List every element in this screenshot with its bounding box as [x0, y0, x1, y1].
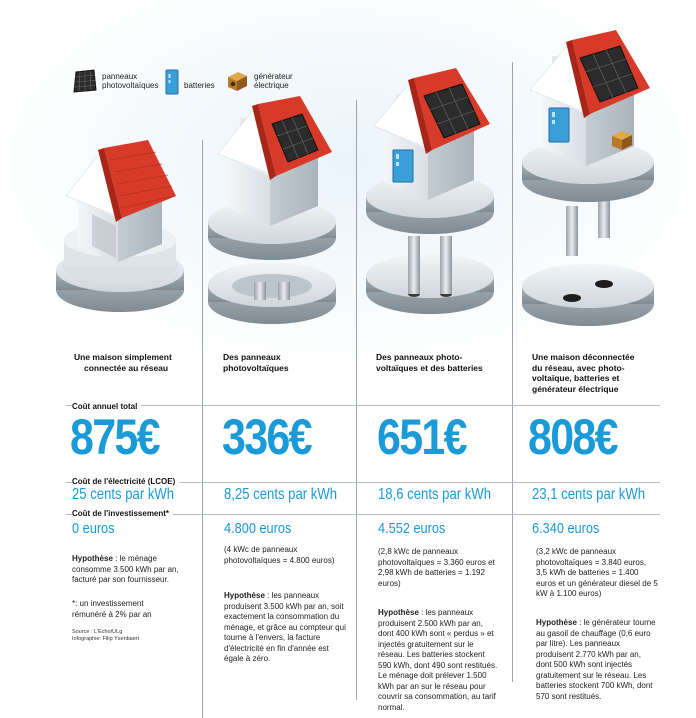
- hypothesis-label: Hypothèse: [536, 618, 577, 627]
- hypothesis-col1: Hypothèse : le ménage consomme 3.500 kWh…: [72, 554, 190, 586]
- caption-col4: Une maison déconnectée du réseau, avec p…: [532, 352, 662, 394]
- house-solar-batteries: [366, 68, 494, 314]
- detail-col2: (4 kWc de panneaux photovoltaïques = 4.8…: [224, 545, 335, 565]
- caption-line: Des panneaux photo-: [376, 352, 463, 362]
- detail-col3: (2,8 kWc de panneaux photovoltaïques = 3…: [378, 547, 495, 588]
- legend-label-line2: photovoltaïques: [102, 81, 159, 90]
- lcoe-col2: 8,25 cents par kWh: [224, 486, 338, 503]
- price-col2: 336€: [222, 409, 313, 465]
- investment-col2: 4.800 euros: [224, 520, 292, 537]
- column-divider: [512, 62, 513, 682]
- investment-col1: 0 euros: [72, 520, 115, 537]
- hypothesis-text: : les panneaux produisent 2.500 kWh par …: [378, 608, 498, 712]
- generator-icon: [228, 72, 247, 91]
- lcoe-col1: 25 cents par kWh: [72, 486, 175, 503]
- footnote: *: un investissement rémunéré à 2% par a…: [72, 599, 152, 619]
- legend-item-generator: générateur électrique: [224, 68, 293, 94]
- caption-line: Des panneaux: [223, 352, 281, 362]
- legend-label-line1: batteries: [184, 80, 215, 90]
- hypothesis-label: Hypothèse: [378, 608, 419, 617]
- house-illustrations: [56, 30, 654, 326]
- price-col4: 808€: [528, 409, 619, 465]
- investment-col4: 6.340 euros: [532, 520, 600, 537]
- legend-label-line1: panneaux: [102, 72, 138, 81]
- legend-item-batteries: batteries: [164, 68, 215, 96]
- hypothesis-text: : le ménage consomme 3.500 kWh par an, f…: [72, 554, 179, 584]
- caption-line: connectée au réseau: [84, 362, 169, 373]
- rule-lcoe: [66, 482, 660, 483]
- lcoe-col4: 23,1 cents par kWh: [532, 486, 646, 503]
- caption-col2: Des panneaux photovoltaïques: [223, 352, 343, 373]
- credit-line: Infographie: Filip Ysenbaert: [72, 636, 140, 642]
- column-divider: [202, 140, 203, 718]
- annual-cost-label: Coût annuel total: [72, 402, 142, 411]
- caption-line: générateur électrique: [532, 383, 619, 394]
- hypothesis-text: : le générateur tourne au gasoil de chau…: [536, 618, 656, 701]
- column-divider: [356, 100, 357, 700]
- caption-line: photovoltaïques: [223, 362, 289, 373]
- investment-label: Coût de l'investissement*: [72, 509, 174, 518]
- lcoe-col3: 18,6 cents par kWh: [378, 486, 492, 503]
- caption-col1: Une maison simplement connectée au résea…: [74, 352, 194, 373]
- hypothesis-col4: Hypothèse : le générateur tourne au gaso…: [536, 618, 658, 702]
- solar-panel-icon: [73, 69, 97, 93]
- hypothesis-col2: Hypothèse : les panneaux produisent 3.50…: [224, 591, 348, 665]
- investment-col3: 4.552 euros: [378, 520, 446, 537]
- legend-label-line2: électrique: [254, 81, 289, 90]
- house-grid-connected: [56, 140, 184, 312]
- caption-line: Une maison déconnectée: [532, 352, 635, 362]
- hypothesis-label: Hypothèse: [224, 591, 265, 600]
- caption-line: du réseau, avec photo-: [532, 362, 625, 373]
- hypothesis-col3: Hypothèse : les panneaux produisent 2.50…: [378, 608, 500, 713]
- caption-line: voltaïque, batteries et: [532, 373, 620, 383]
- hypothesis-label: Hypothèse: [72, 554, 113, 563]
- caption-line: Une maison simplement: [74, 352, 172, 362]
- caption-col3: Des panneaux photo- voltaïques et des ba…: [376, 352, 506, 373]
- detail-col4: (3,2 kWc de panneaux photovoltaïques = 3…: [536, 547, 658, 598]
- battery-icon: [165, 69, 179, 95]
- source-line: Source : L'Echo/ULg: [72, 629, 123, 635]
- source-credit: Source : L'Echo/ULg Infographie: Filip Y…: [72, 629, 139, 643]
- house-off-grid: [522, 30, 654, 326]
- hypothesis-text: : les panneaux produisent 3.500 kWh par …: [224, 591, 346, 663]
- price-col3: 651€: [377, 409, 468, 465]
- price-col1: 875€: [70, 409, 161, 465]
- caption-line: voltaïques et des batteries: [376, 362, 483, 373]
- legend-label-line1: générateur: [254, 72, 293, 81]
- house-solar: [208, 96, 336, 324]
- legend-item-solar: panneaux photovoltaïques: [72, 68, 159, 94]
- lcoe-label: Coût de l'électricité (LCOE): [72, 477, 180, 486]
- rule-investment: [66, 514, 660, 515]
- rule-total: [66, 405, 660, 406]
